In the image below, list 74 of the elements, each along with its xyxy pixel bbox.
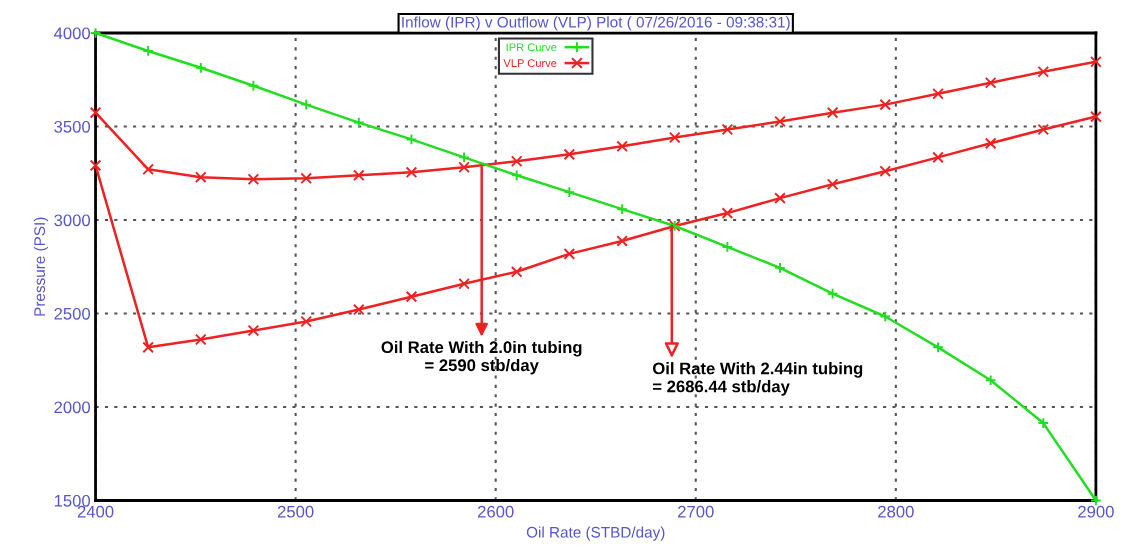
point [142, 341, 154, 354]
point [142, 45, 154, 57]
point [721, 207, 734, 219]
point [774, 262, 786, 274]
point [932, 341, 944, 354]
x-tick-label: 2400 [77, 505, 114, 518]
point [89, 159, 102, 172]
legend-label: IPR Curve [506, 43, 557, 52]
point [405, 133, 418, 146]
point [563, 248, 576, 260]
point [510, 265, 523, 278]
point [89, 106, 102, 119]
point [563, 148, 576, 161]
point [405, 166, 418, 179]
point [247, 324, 260, 337]
point [142, 163, 154, 176]
point [510, 169, 523, 182]
y-tick-label: 3000 [54, 214, 91, 227]
point [826, 106, 839, 119]
y-tick-label: 1500 [54, 494, 91, 507]
x-tick-label: 2800 [878, 505, 914, 518]
x-tick-label: 2700 [678, 505, 714, 518]
point [774, 192, 786, 204]
point [89, 27, 102, 39]
annotation: Oil Rate With 2.0in tubing = 2590 stb/day [381, 340, 582, 375]
legend-label: VLP Curve [503, 59, 557, 68]
point [458, 277, 470, 290]
point [616, 235, 628, 247]
point [826, 287, 839, 300]
point [1037, 417, 1050, 429]
point [194, 171, 207, 184]
point [300, 315, 313, 328]
point [879, 165, 892, 178]
point [721, 123, 734, 136]
point [984, 76, 997, 89]
point [984, 137, 997, 150]
point [247, 79, 260, 92]
point [300, 98, 313, 111]
point [247, 173, 260, 186]
point [563, 186, 576, 198]
point [721, 241, 734, 253]
y-tick-label: 3500 [54, 120, 91, 133]
point [616, 203, 628, 215]
y-tick-label: 2000 [54, 401, 91, 414]
point [353, 303, 365, 316]
point [300, 172, 313, 185]
point [668, 131, 681, 144]
point [826, 178, 839, 191]
point [353, 116, 365, 129]
annotation: Oil Rate With 2.44in tubing = 2686.44 stb/day [652, 362, 863, 396]
point [774, 115, 786, 128]
y-axis-title: Pressure (PSI) [33, 217, 49, 316]
point [353, 169, 365, 182]
point [405, 290, 418, 303]
x-tick-label: 2600 [477, 505, 514, 518]
point [1037, 123, 1050, 136]
point [1090, 110, 1102, 123]
y-tick-label: 2500 [54, 307, 91, 320]
x-tick-label: 2500 [277, 505, 314, 518]
y-tick-label: 4000 [53, 27, 91, 40]
point [879, 98, 892, 111]
point [194, 333, 207, 346]
point [932, 151, 944, 164]
chart-title: Inflow (IPR) v Outflow (VLP) Plot ( 07/26/2016 - 09:38:31) [402, 16, 790, 31]
point [1037, 65, 1050, 78]
point [1090, 55, 1102, 68]
x-axis-title: Oil Rate (STBD/day) [526, 526, 665, 541]
point [510, 155, 523, 168]
point [879, 310, 892, 323]
point [458, 151, 470, 164]
point [616, 140, 628, 153]
x-tick-label: 2900 [1078, 505, 1114, 518]
point [458, 161, 470, 174]
point [932, 87, 944, 100]
